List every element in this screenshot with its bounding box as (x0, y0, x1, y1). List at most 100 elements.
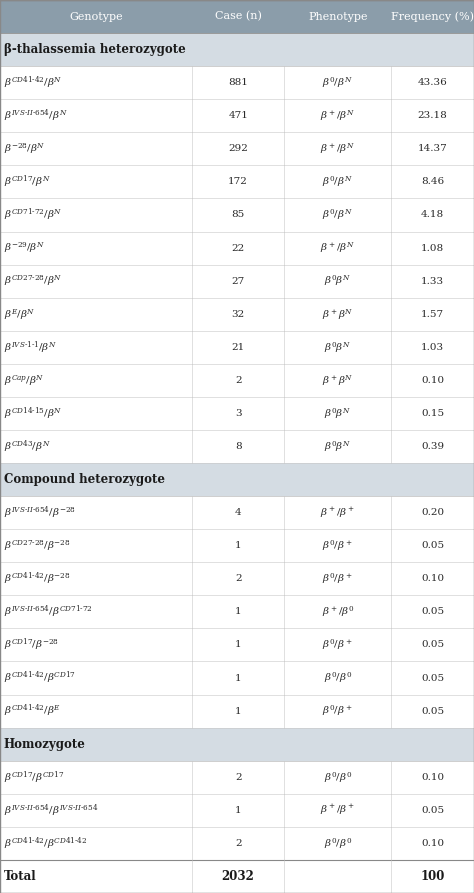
Text: $\beta^+/\beta^N$: $\beta^+/\beta^N$ (320, 108, 355, 123)
Bar (391, 231, 474, 264)
Bar (0, 596, 192, 629)
Bar (192, 629, 284, 662)
Bar (391, 297, 474, 330)
Bar (284, 396, 391, 430)
Bar (284, 132, 391, 165)
Text: 0.10: 0.10 (421, 574, 444, 583)
Bar (391, 430, 474, 463)
Bar (192, 497, 284, 530)
Text: 2: 2 (235, 574, 241, 583)
Bar (391, 165, 474, 198)
Text: $\beta^{IVS\text{-}II\text{-}654}/\beta^{CD71\text{-}72}$: $\beta^{IVS\text{-}II\text{-}654}/\beta^… (4, 604, 92, 620)
Bar (192, 430, 284, 463)
Text: $\beta^{CD27\text{-}28}/\beta^{N}$: $\beta^{CD27\text{-}28}/\beta^{N}$ (4, 274, 62, 288)
Bar (0, 794, 192, 827)
Bar (391, 396, 474, 430)
Bar (192, 827, 284, 860)
Bar (391, 330, 474, 363)
Text: 1.03: 1.03 (421, 343, 444, 352)
Text: $\beta^0/\beta^N$: $\beta^0/\beta^N$ (322, 175, 353, 189)
Text: 2: 2 (235, 839, 241, 847)
Bar (391, 99, 474, 132)
Bar (0, 563, 192, 596)
Text: 0.05: 0.05 (421, 607, 444, 616)
Text: $\beta^0\beta^N$: $\beta^0\beta^N$ (324, 406, 351, 421)
Text: 1: 1 (235, 673, 241, 682)
Bar (192, 66, 284, 99)
Text: $\beta^+/\beta^+$: $\beta^+/\beta^+$ (320, 803, 355, 817)
Text: 471: 471 (228, 112, 248, 121)
Bar (284, 66, 391, 99)
Bar (192, 297, 284, 330)
Text: 172: 172 (228, 178, 248, 187)
Bar (284, 0, 391, 33)
Text: 2: 2 (235, 772, 241, 781)
Text: 100: 100 (420, 870, 445, 883)
Text: 1: 1 (235, 805, 241, 814)
Bar (192, 363, 284, 396)
Bar (0, 330, 192, 363)
Text: $\beta^{-29}/\beta^{N}$: $\beta^{-29}/\beta^{N}$ (4, 241, 45, 255)
Text: $\beta^0/\beta^+$: $\beta^0/\beta^+$ (322, 572, 353, 586)
Bar (284, 231, 391, 264)
Text: $\beta^{CD41\text{-}42}/\beta^{E}$: $\beta^{CD41\text{-}42}/\beta^{E}$ (4, 703, 61, 720)
Bar (391, 264, 474, 297)
Text: $\beta^{E}/\beta^{N}$: $\beta^{E}/\beta^{N}$ (4, 307, 35, 321)
Text: $\beta^{Cap}/\beta^{N}$: $\beta^{Cap}/\beta^{N}$ (4, 373, 45, 388)
Bar (391, 530, 474, 563)
Bar (284, 596, 391, 629)
Text: $\beta^0/\beta^+$: $\beta^0/\beta^+$ (322, 704, 353, 718)
Bar (284, 827, 391, 860)
Text: $\beta^{IVS\text{-}II\text{-}654}/\beta^{IVS\text{-}II\text{-}654}$: $\beta^{IVS\text{-}II\text{-}654}/\beta^… (4, 802, 98, 819)
Text: $\beta^0/\beta^0$: $\beta^0/\beta^0$ (324, 671, 352, 685)
Bar (0, 0, 192, 33)
Bar (0, 363, 192, 396)
Bar (0, 99, 192, 132)
Text: $\beta^{IVS\text{-}II\text{-}654}/\beta^{N}$: $\beta^{IVS\text{-}II\text{-}654}/\beta^… (4, 107, 67, 124)
Bar (391, 0, 474, 33)
Bar (0, 761, 192, 794)
Text: $\beta^0/\beta^N$: $\beta^0/\beta^N$ (322, 208, 353, 222)
Bar (391, 662, 474, 695)
Text: 43.36: 43.36 (418, 79, 447, 88)
Text: $\beta^{IVS\text{-}II\text{-}654}/\beta^{-28}$: $\beta^{IVS\text{-}II\text{-}654}/\beta^… (4, 505, 76, 521)
Text: 2: 2 (235, 376, 241, 385)
Bar (0, 297, 192, 330)
Text: $\beta^{CD14\text{-}15}/\beta^{N}$: $\beta^{CD14\text{-}15}/\beta^{N}$ (4, 405, 62, 421)
Text: 881: 881 (228, 79, 248, 88)
Bar (391, 198, 474, 231)
Text: 0.10: 0.10 (421, 772, 444, 781)
Bar (192, 165, 284, 198)
Text: 1.08: 1.08 (421, 244, 444, 253)
Bar (284, 794, 391, 827)
Bar (192, 530, 284, 563)
Text: $\beta^{CD41\text{-}42}/\beta^{-28}$: $\beta^{CD41\text{-}42}/\beta^{-28}$ (4, 571, 71, 587)
Text: 4: 4 (235, 508, 241, 517)
Bar (284, 695, 391, 728)
Bar (391, 761, 474, 794)
Bar (284, 430, 391, 463)
Bar (391, 794, 474, 827)
Bar (0, 860, 192, 893)
Bar (0, 629, 192, 662)
Text: 1.33: 1.33 (421, 277, 444, 286)
Text: 21: 21 (232, 343, 245, 352)
Bar (0, 463, 474, 497)
Text: 8.46: 8.46 (421, 178, 444, 187)
Bar (0, 33, 474, 66)
Text: 22: 22 (232, 244, 245, 253)
Text: $\beta^0/\beta^0$: $\beta^0/\beta^0$ (324, 836, 352, 851)
Text: 0.05: 0.05 (421, 706, 444, 715)
Bar (0, 132, 192, 165)
Text: β-thalassemia heterozygote: β-thalassemia heterozygote (4, 43, 185, 56)
Bar (192, 99, 284, 132)
Bar (284, 363, 391, 396)
Bar (391, 596, 474, 629)
Bar (0, 198, 192, 231)
Bar (284, 165, 391, 198)
Bar (0, 430, 192, 463)
Bar (192, 198, 284, 231)
Text: $\beta^{CD17}/\beta^{-28}$: $\beta^{CD17}/\beta^{-28}$ (4, 637, 59, 654)
Text: $\beta^0/\beta^+$: $\beta^0/\beta^+$ (322, 638, 353, 652)
Bar (391, 629, 474, 662)
